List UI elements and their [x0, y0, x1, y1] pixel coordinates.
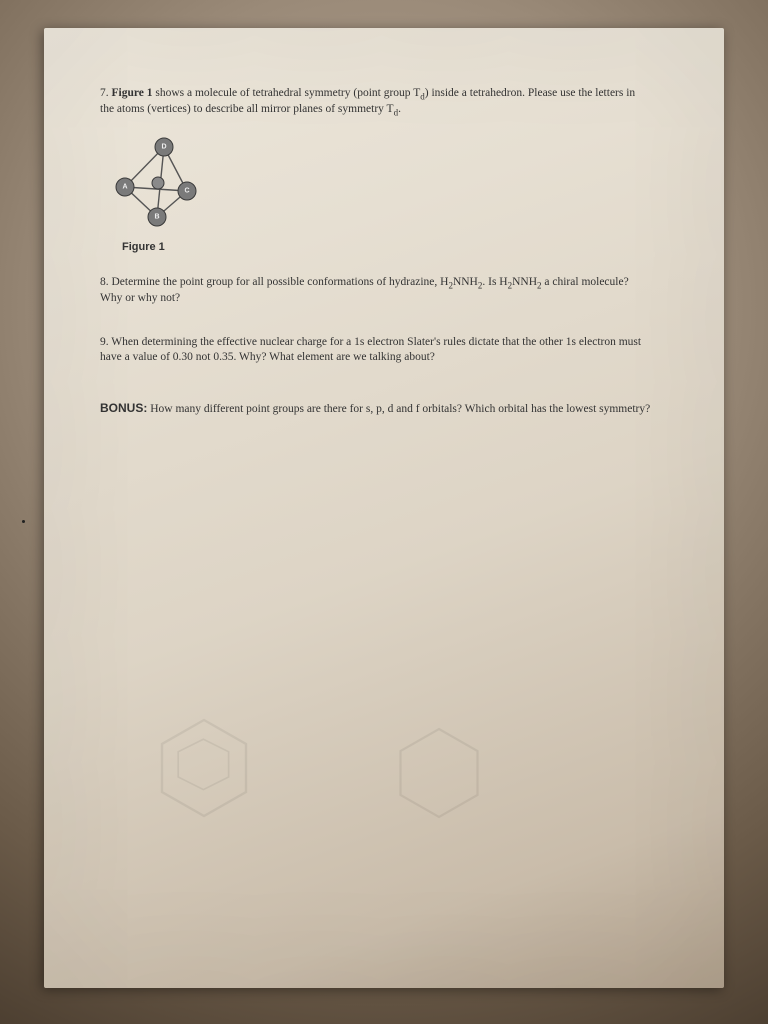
- svg-text:A: A: [122, 183, 127, 190]
- bonus-label: BONUS:: [100, 401, 147, 415]
- figure-1: D A C B Figure 1: [104, 135, 668, 253]
- question-7: 7. Figure 1 shows a molecule of tetrahed…: [100, 86, 668, 119]
- atom-C: C: [178, 182, 196, 200]
- atom-B: B: [148, 208, 166, 226]
- question-8: 8. Determine the point group for all pos…: [100, 275, 668, 307]
- question-9: 9. When determining the effective nuclea…: [100, 335, 668, 366]
- tetrahedron-diagram: D A C B: [104, 135, 214, 235]
- q9-number: 9.: [100, 336, 109, 348]
- atom-D: D: [155, 138, 173, 156]
- q9-text-1: When determining the effective nuclear c…: [109, 336, 641, 348]
- q7-period: .: [398, 103, 401, 115]
- ghost-molecule-2: [374, 718, 504, 828]
- document-page: 7. Figure 1 shows a molecule of tetrahed…: [44, 28, 724, 988]
- q8-text-2: Why or why not?: [100, 292, 180, 304]
- svg-text:D: D: [161, 143, 166, 150]
- center-atom: [152, 177, 164, 189]
- svg-text:B: B: [154, 213, 159, 220]
- q8-text-1a: Determine the point group for all possib…: [109, 276, 449, 288]
- q7-text-1a: shows a molecule of tetrahedral symmetry…: [153, 87, 421, 99]
- svg-text:C: C: [184, 187, 189, 194]
- q9-text-2: have a value of 0.30 not 0.35. Why? What…: [100, 351, 435, 363]
- q8-text-1b: NNH: [453, 276, 478, 288]
- q8-text-1d: NNH: [512, 276, 537, 288]
- question-bonus: BONUS: How many different point groups a…: [100, 400, 668, 418]
- q7-number: 7.: [100, 87, 109, 99]
- q7-text-1b: ) inside a tetrahedron. Please use the l…: [425, 87, 635, 99]
- stray-dot: [22, 520, 25, 523]
- bonus-text: How many different point groups are ther…: [147, 403, 650, 415]
- q8-number: 8.: [100, 276, 109, 288]
- atom-A: A: [116, 178, 134, 196]
- q7-figure-ref: Figure 1: [112, 87, 153, 99]
- figure-1-caption: Figure 1: [122, 241, 668, 253]
- ghost-molecule-1: [134, 708, 274, 828]
- q8-text-1e: a chiral molecule?: [542, 276, 629, 288]
- q7-text-2: the atoms (vertices) to describe all mir…: [100, 103, 394, 115]
- q8-text-1c: . Is H: [482, 276, 507, 288]
